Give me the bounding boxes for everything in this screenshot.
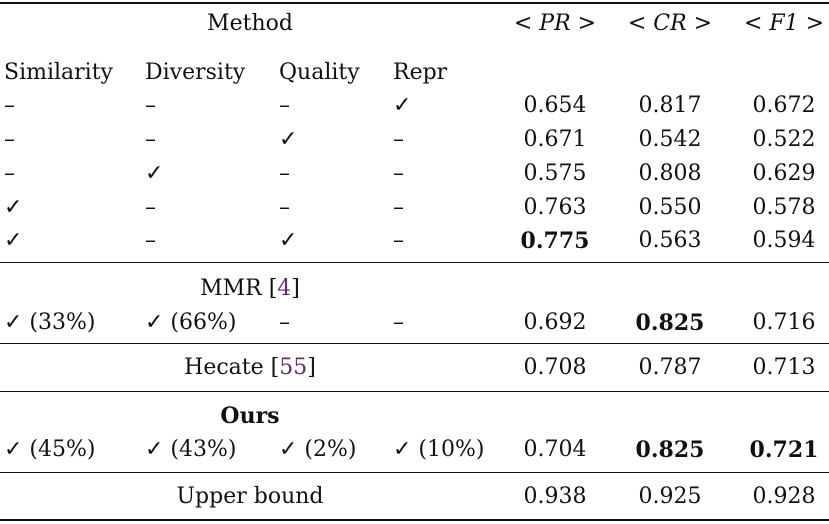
row-4-quality: ✓ [279, 228, 298, 253]
row-4-pr: 0.775 [520, 228, 590, 254]
row-0-similarity: – [4, 93, 15, 118]
header-method: Method [207, 11, 293, 36]
hecate-cr: 0.787 [638, 355, 702, 380]
hecate-label-close: ] [307, 355, 316, 380]
row-1-diversity: – [145, 127, 156, 152]
row-0-pr: 0.654 [523, 93, 587, 118]
upper-bound-label: Upper bound [176, 484, 324, 509]
subheader-quality: Quality [279, 60, 360, 85]
upper-bound-cr: 0.925 [638, 484, 702, 509]
row-3-f1: 0.578 [752, 195, 816, 220]
row-1-repr: – [393, 127, 404, 152]
row-2-repr: – [393, 161, 404, 186]
ours-label: Ours [220, 403, 280, 429]
row-1-cr: 0.542 [638, 127, 702, 152]
top-rule [0, 2, 829, 4]
hecate-label-text: Hecate [ [184, 355, 280, 380]
row-3-repr: – [393, 195, 404, 220]
midrule-2 [0, 343, 829, 344]
bottom-rule [0, 519, 829, 521]
midrule-3 [0, 391, 829, 392]
subheader-repr: Repr [393, 60, 448, 85]
mmr-pr: 0.692 [523, 310, 587, 335]
ours-cr: 0.825 [635, 437, 705, 463]
mmr-cr: 0.825 [635, 310, 705, 336]
mmr-label: MMR [4] [200, 278, 300, 300]
row-0-diversity: – [145, 93, 156, 118]
ours-repr: ✓ (10%) [393, 437, 485, 462]
mmr-citation: 4 [277, 276, 292, 301]
row-3-similarity: ✓ [4, 195, 23, 220]
row-0-repr: ✓ [393, 93, 412, 118]
row-3-pr: 0.763 [523, 195, 587, 220]
ours-pr: 0.704 [523, 437, 587, 462]
mmr-diversity: ✓ (66%) [145, 310, 237, 335]
row-0-cr: 0.817 [638, 93, 702, 118]
row-2-pr: 0.575 [523, 161, 587, 186]
subheader-similarity: Similarity [4, 60, 113, 85]
mmr-quality: – [279, 310, 290, 335]
row-1-f1: 0.522 [752, 127, 816, 152]
row-4-diversity: – [145, 228, 156, 253]
row-2-f1: 0.629 [752, 161, 816, 186]
row-2-similarity: – [4, 161, 15, 186]
midrule-4 [0, 472, 829, 473]
row-3-cr: 0.550 [638, 195, 702, 220]
header-cr: < CR > [627, 11, 713, 36]
upper-bound-pr: 0.938 [523, 484, 587, 509]
header-pr: < PR > [513, 11, 597, 36]
ours-similarity: ✓ (45%) [4, 437, 96, 462]
hecate-label: Hecate [55] [184, 357, 316, 379]
row-1-pr: 0.671 [523, 127, 587, 152]
subheader-diversity: Diversity [145, 60, 246, 85]
row-3-quality: – [279, 195, 290, 220]
header-f1: < F1 > [743, 11, 825, 36]
mmr-label-close: ] [291, 276, 300, 301]
row-1-quality: ✓ [279, 127, 298, 152]
mmr-similarity: ✓ (33%) [4, 310, 96, 335]
ours-f1: 0.721 [749, 437, 819, 463]
row-0-f1: 0.672 [752, 93, 816, 118]
row-2-diversity: ✓ [145, 161, 164, 186]
row-2-cr: 0.808 [638, 161, 702, 186]
row-4-repr: – [393, 228, 404, 253]
ours-quality: ✓ (2%) [279, 437, 357, 462]
row-4-similarity: ✓ [4, 228, 23, 253]
hecate-f1: 0.713 [752, 355, 816, 380]
row-4-cr: 0.563 [638, 228, 702, 253]
ours-diversity: ✓ (43%) [145, 437, 237, 462]
upper-bound-f1: 0.928 [752, 484, 816, 509]
row-0-quality: – [279, 93, 290, 118]
row-1-similarity: – [4, 127, 15, 152]
hecate-pr: 0.708 [523, 355, 587, 380]
row-3-diversity: – [145, 195, 156, 220]
hecate-citation: 55 [279, 355, 308, 380]
mmr-repr: – [393, 310, 404, 335]
row-2-quality: – [279, 161, 290, 186]
midrule-1 [0, 262, 829, 263]
row-4-f1: 0.594 [752, 228, 816, 253]
mmr-label-text: MMR [ [200, 276, 278, 301]
mmr-f1: 0.716 [752, 310, 816, 335]
